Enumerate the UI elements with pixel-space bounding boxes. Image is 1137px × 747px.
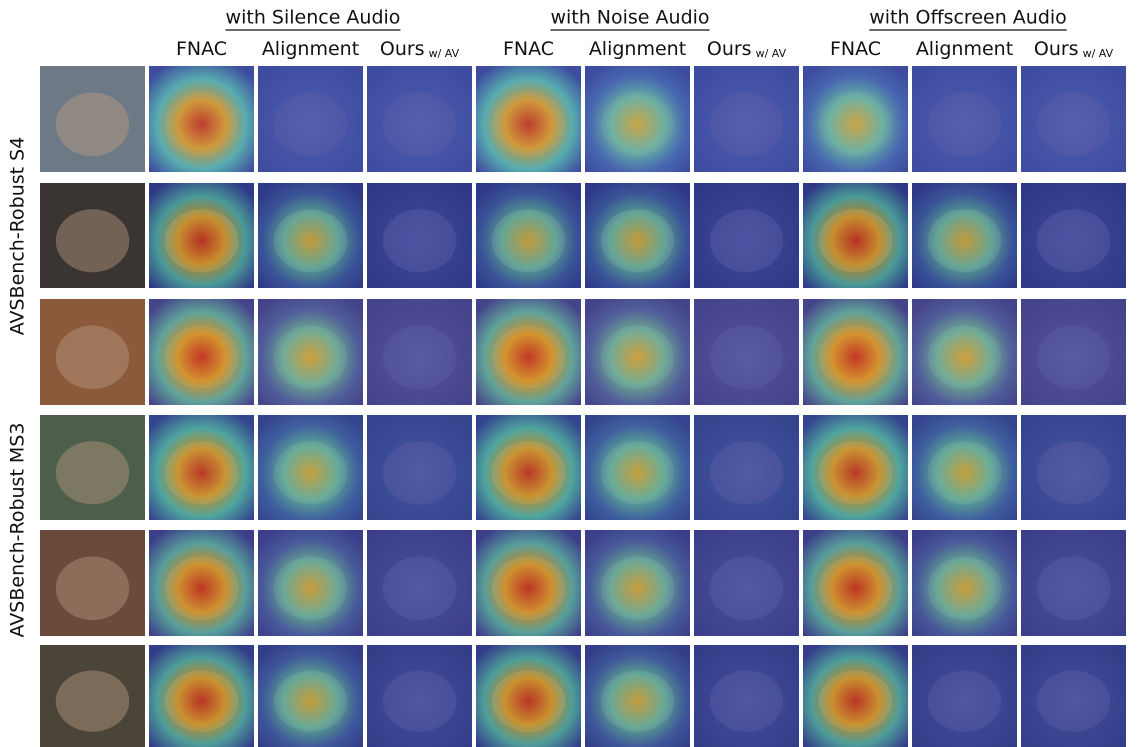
column-label: FNAC xyxy=(176,38,227,60)
image-cell xyxy=(367,66,472,172)
image-cell xyxy=(803,415,908,520)
image-cell xyxy=(258,645,363,747)
image-cell xyxy=(149,183,254,288)
image-cell xyxy=(1021,66,1126,172)
column-name: Ours xyxy=(1034,38,1079,60)
image-cell xyxy=(1021,645,1126,747)
image-cell xyxy=(1021,299,1126,405)
image-cell xyxy=(476,183,581,288)
group-header: with Offscreen Audio xyxy=(869,7,1067,29)
column-label: Alignment xyxy=(262,38,359,60)
image-cell xyxy=(912,530,1017,636)
figure: with Silence Audio with Noise Audio with O… xyxy=(0,0,1137,747)
image-cell xyxy=(912,415,1017,520)
image-cell xyxy=(367,183,472,288)
column-name: Alignment xyxy=(262,38,359,60)
image-cell xyxy=(367,530,472,636)
column-label: Ours w/ AV xyxy=(707,38,787,61)
column-name: FNAC xyxy=(176,38,227,60)
column-label: Ours w/ AV xyxy=(1034,38,1114,61)
column-subscript: w/ AV xyxy=(429,47,460,60)
image-cell xyxy=(694,415,799,520)
image-cell xyxy=(149,415,254,520)
column-name: Alignment xyxy=(916,38,1013,60)
image-cell xyxy=(1021,415,1126,520)
image-cell xyxy=(694,530,799,636)
image-cell xyxy=(694,66,799,172)
image-cell xyxy=(1021,530,1126,636)
image-cell xyxy=(585,66,690,172)
column-name: FNAC xyxy=(830,38,881,60)
image-cell xyxy=(585,183,690,288)
image-cell xyxy=(367,415,472,520)
image-cell xyxy=(476,299,581,405)
column-name: Alignment xyxy=(589,38,686,60)
image-cell xyxy=(803,299,908,405)
image-cell xyxy=(694,645,799,747)
image-cell xyxy=(912,183,1017,288)
image-cell xyxy=(40,415,145,520)
image-cell xyxy=(912,299,1017,405)
image-cell xyxy=(585,299,690,405)
image-cell xyxy=(40,299,145,405)
image-cell xyxy=(40,645,145,747)
image-cell xyxy=(476,66,581,172)
column-label: Alignment xyxy=(589,38,686,60)
row-group-label: AVSBench-Robust MS3 xyxy=(7,423,29,638)
image-cell xyxy=(149,645,254,747)
column-label: FNAC xyxy=(503,38,554,60)
image-cell xyxy=(1021,183,1126,288)
column-label: Ours w/ AV xyxy=(380,38,460,61)
image-cell xyxy=(149,530,254,636)
image-cell xyxy=(803,530,908,636)
image-cell xyxy=(912,66,1017,172)
image-cell xyxy=(694,299,799,405)
column-label: FNAC xyxy=(830,38,881,60)
image-cell xyxy=(149,299,254,405)
image-cell xyxy=(803,645,908,747)
image-cell xyxy=(585,415,690,520)
group-header: with Noise Audio xyxy=(550,7,709,29)
image-cell xyxy=(258,415,363,520)
group-header: with Silence Audio xyxy=(226,7,401,29)
image-cell xyxy=(694,183,799,288)
image-cell xyxy=(40,66,145,172)
image-cell xyxy=(367,645,472,747)
image-cell xyxy=(258,66,363,172)
row-group-label: AVSBench-Robust S4 xyxy=(7,137,29,336)
image-cell xyxy=(149,66,254,172)
column-name: FNAC xyxy=(503,38,554,60)
image-cell xyxy=(585,530,690,636)
column-name: Ours xyxy=(707,38,752,60)
image-cell xyxy=(912,645,1017,747)
image-cell xyxy=(367,299,472,405)
image-cell xyxy=(40,183,145,288)
image-cell xyxy=(803,66,908,172)
column-name: Ours xyxy=(380,38,425,60)
image-cell xyxy=(803,183,908,288)
image-cell xyxy=(258,299,363,405)
column-subscript: w/ AV xyxy=(756,47,787,60)
column-subscript: w/ AV xyxy=(1083,47,1114,60)
column-label: Alignment xyxy=(916,38,1013,60)
image-cell xyxy=(585,645,690,747)
image-cell xyxy=(476,530,581,636)
image-cell xyxy=(258,530,363,636)
image-cell xyxy=(40,530,145,636)
image-cell xyxy=(476,415,581,520)
image-cell xyxy=(476,645,581,747)
image-cell xyxy=(258,183,363,288)
